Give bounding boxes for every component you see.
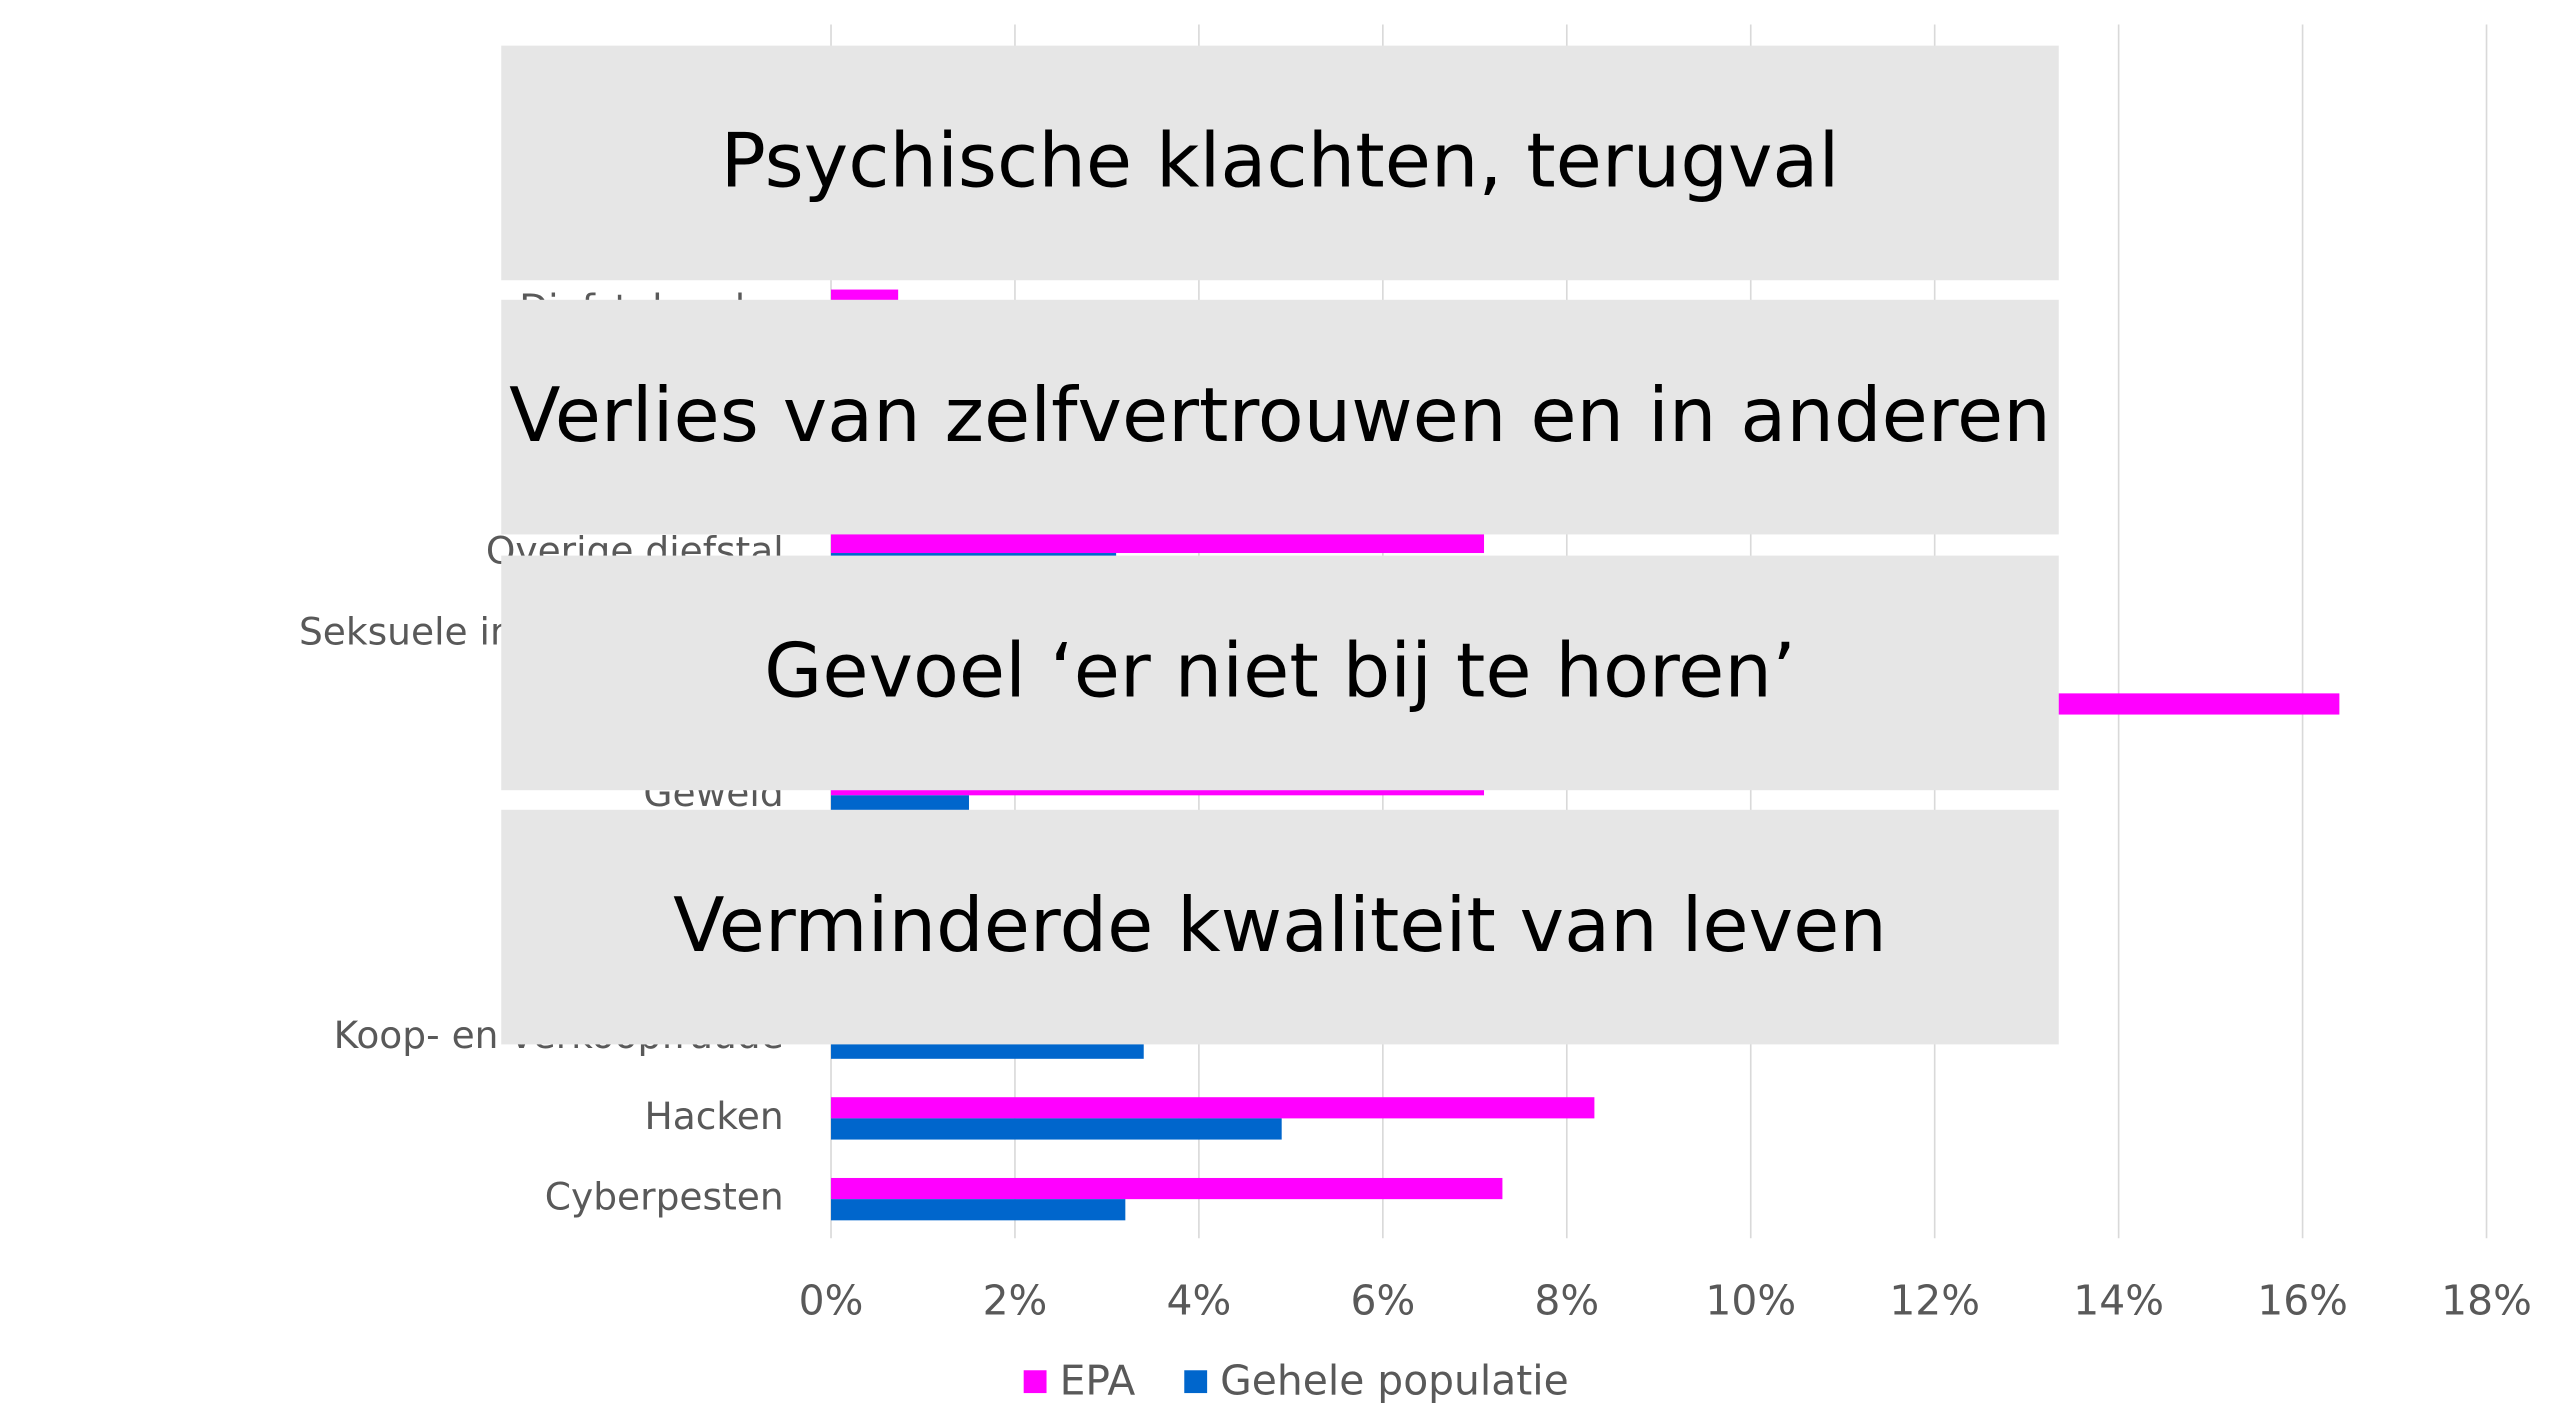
x-tick-label: 8%	[1534, 1276, 1599, 1324]
bar	[831, 1177, 1503, 1200]
category-label: Cyberpesten	[545, 1175, 784, 1219]
overlay-box	[501, 555, 2059, 791]
x-tick-label: 10%	[1705, 1276, 1796, 1324]
x-tick-label: 4%	[1167, 1276, 1232, 1324]
x-tick-label: 18%	[2441, 1276, 2532, 1324]
x-tick-label: 14%	[2073, 1276, 2164, 1324]
overlay-text: Gevoel ‘er niet bij te horen’	[764, 627, 1796, 715]
overlay-box	[501, 809, 2059, 1045]
x-tick-label: 16%	[2257, 1276, 2348, 1324]
legend-label: EPA	[1060, 1356, 1136, 1404]
bar	[831, 1097, 1595, 1119]
bar	[831, 531, 1485, 554]
overlay-box	[501, 45, 2059, 281]
bar	[831, 1118, 1282, 1140]
x-tick-label: 12%	[1889, 1276, 1980, 1324]
overlay-text: Verlies van zelfvertrouwen en in anderen	[509, 371, 2051, 459]
x-tick-label: 2%	[983, 1276, 1048, 1324]
legend-swatch	[1184, 1370, 1208, 1394]
legend-label: Gehele populatie	[1220, 1356, 1569, 1404]
x-tick-label: 0%	[799, 1276, 864, 1324]
overlay-text: Verminderde kwaliteit van leven	[673, 881, 1887, 969]
bar	[831, 1199, 1126, 1221]
overlay-text: Psychische klachten, terugval	[721, 117, 1840, 205]
category-label: Hacken	[645, 1094, 784, 1138]
overlay-box	[501, 299, 2059, 535]
legend-swatch	[1023, 1370, 1047, 1394]
x-tick-label: 6%	[1350, 1276, 1415, 1324]
